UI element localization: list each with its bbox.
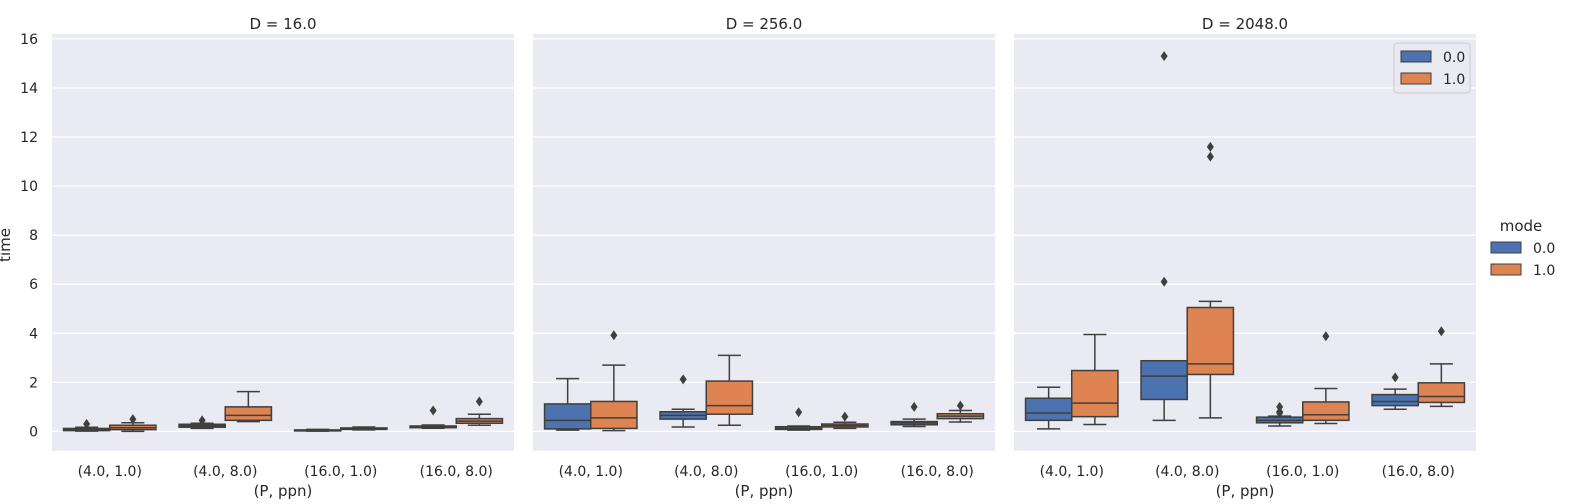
flier-point [1391,372,1399,383]
box-mark [659,374,707,428]
facet-panel: D = 2048.0 (4.0, 1.0) (4.0, 8.0) (16.0, 1.0… [1014,15,1476,500]
flier-point [1206,151,1214,162]
flier-point [1276,401,1284,412]
flier-point [1437,326,1445,337]
box-body [590,400,638,430]
x-axis-label: (P, ppn) [735,482,794,500]
box-body [1302,401,1350,422]
panel-title: D = 256.0 [726,15,803,33]
box-mark [1302,331,1350,425]
y-tick-label: 10 [20,179,38,195]
box-mark [821,411,869,430]
box-mark [1417,326,1466,408]
flier-point [1160,51,1168,62]
legend-label-mode-0: 0.0 [1533,241,1555,257]
box-mark [455,396,504,426]
y-tick-label: 2 [29,375,38,391]
x-tick-label: (4.0, 1.0) [559,464,623,480]
box-body [224,406,273,422]
y-tick-label: 6 [29,277,38,293]
box-body [543,403,592,430]
flier-point [83,419,91,430]
x-axis-label: (P, ppn) [1216,482,1275,500]
x-tick-label: (16.0, 8.0) [1382,464,1455,480]
x-tick-label: (4.0, 8.0) [674,464,738,480]
flier-point [956,400,964,411]
facet-panel: D = 256.0 (4.0, 1.0) (4.0, 8.0) (16.0, 1.0)… [533,15,995,500]
box-mark [224,390,273,423]
box-mark [543,377,592,431]
x-tick-label: (16.0, 8.0) [901,464,974,480]
flier-point [198,415,206,426]
box-mark [1186,141,1235,419]
panel-title: D = 16.0 [249,15,316,33]
flier-point [129,414,137,425]
y-tick-label: 8 [29,228,38,244]
panel-title: D = 2048.0 [1202,15,1288,33]
legend-swatch-mode-0 [1490,241,1522,254]
flier-point [841,411,849,422]
x-tick-label: (4.0, 1.0) [78,464,142,480]
flier-point [679,374,687,385]
box-body [1140,359,1189,401]
facet-legend: 0.01.0 [1393,42,1471,94]
box-body [1417,382,1466,404]
y-axis-label: time [0,228,14,262]
flier-point [795,407,803,418]
box-mark [590,330,638,432]
outer-legend: mode 0.0 1.0 [1490,217,1555,279]
panel-background [533,34,995,451]
x-tick-label: (16.0, 1.0) [785,464,858,480]
flier-point [1322,331,1330,342]
x-tick-label: (4.0, 8.0) [193,464,257,480]
y-tick-label: 16 [20,32,38,48]
y-tick-label: 4 [29,326,38,342]
facet-panel: D = 16.0 (4.0, 1.0) (4.0, 8.0) (16.0, 1.0) (… [52,15,514,500]
legend-label-mode-1: 1.0 [1533,263,1555,279]
panel-background [52,34,514,451]
y-tick-label: 14 [20,81,38,97]
box-mark [774,407,823,431]
flier-point [429,405,437,416]
y-tick-label: 0 [29,424,38,440]
flier-point [910,401,918,412]
x-tick-label: (16.0, 8.0) [420,464,493,480]
x-tick-label: (16.0, 1.0) [1266,464,1339,480]
box-mark [1071,333,1119,426]
box-mark [109,414,157,433]
x-axis-label: (P, ppn) [254,482,313,500]
box-body [1071,369,1119,418]
box-mark [1255,401,1304,427]
flier-point [1160,276,1168,287]
facet-legend-label: 0.0 [1443,50,1465,66]
facet-legend-label: 1.0 [1443,72,1465,88]
legend-title: mode [1500,217,1543,235]
box-mark [409,405,457,429]
facet-legend-swatch [1400,72,1432,85]
flier-point [1206,141,1214,152]
box-mark [1140,51,1189,422]
facet-legend-swatch [1400,50,1432,63]
x-tick-label: (4.0, 8.0) [1155,464,1219,480]
x-tick-label: (4.0, 1.0) [1040,464,1104,480]
legend-swatch-mode-1 [1490,263,1522,276]
x-tick-label: (16.0, 1.0) [304,464,377,480]
box-body [1371,393,1420,407]
panels-layer: 0 2 4 6 8 10 12 14 16 D = 16.0 (4.0, 1.0) (4.0, 8.0… [20,15,1476,500]
y-tick-label: 12 [20,130,38,146]
flier-point [610,330,618,341]
box-mark [936,400,985,423]
box-body [705,380,754,415]
box-body [1024,397,1073,422]
box-mark [293,428,342,432]
box-mark [1024,386,1073,430]
box-mark [340,426,388,431]
box-mark [705,354,754,426]
box-mark [178,415,227,430]
box-mark [890,401,938,428]
flier-point [475,396,483,407]
